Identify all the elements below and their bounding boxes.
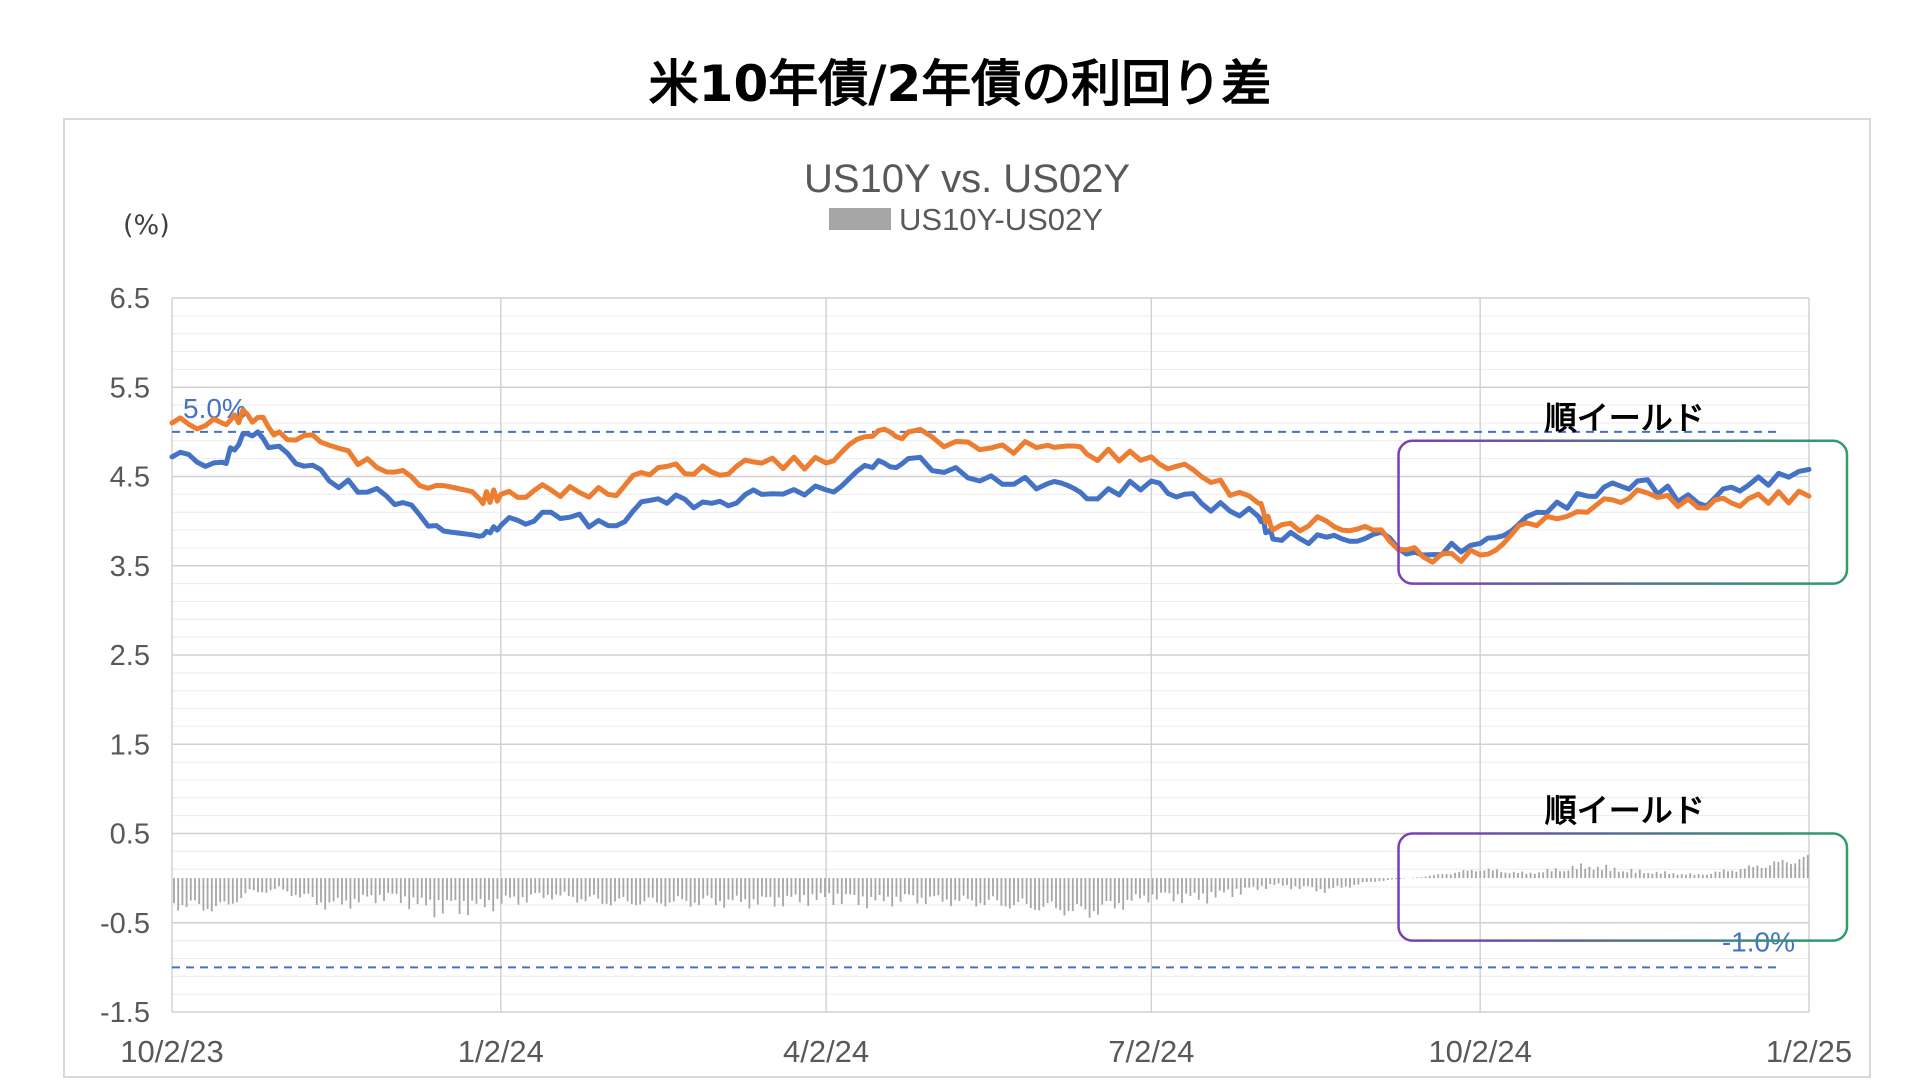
y-tick-label: 6.5 <box>110 283 150 315</box>
y-tick-label: 2.5 <box>110 640 150 672</box>
line-chart: 6.5 5.5 4.5 3.5 2.5 1.5 0.5 -0.5 -1.5 10/2/23 1/2/… <box>100 157 1852 1069</box>
x-tick-label: 1/2/24 <box>458 1034 544 1069</box>
x-tick-label: 7/2/24 <box>1108 1034 1194 1069</box>
y-axis-unit-label: (%) <box>123 210 170 241</box>
y-tick-label: 5.5 <box>110 372 150 404</box>
annotation-label: 順イールド <box>1545 792 1705 830</box>
page-title: 米10年債/2年債の利回り差 <box>648 55 1272 113</box>
annotation-box <box>1397 439 1849 585</box>
x-tick-label: 4/2/24 <box>783 1034 869 1069</box>
legend-swatch <box>829 208 891 230</box>
legend-label: US10Y-US02Y <box>899 202 1103 237</box>
chart-title: US10Y vs. US02Y <box>804 157 1130 201</box>
y-tick-label: 1.5 <box>110 729 150 761</box>
chart-area: 6.5 5.5 4.5 3.5 2.5 1.5 0.5 -0.5 -1.5 10/2/23 1/2/… <box>63 118 1871 1078</box>
y-tick-label: 3.5 <box>110 551 150 583</box>
y-tick-label: -0.5 <box>100 908 150 940</box>
series-line-us10y <box>169 429 1812 558</box>
y-tick-label: 4.5 <box>110 462 150 494</box>
annotation-label: 順イールド <box>1545 399 1705 437</box>
annotation-box <box>1397 832 1849 942</box>
series-line-us02y <box>169 407 1812 565</box>
x-tick-label: 1/2/25 <box>1766 1034 1852 1069</box>
y-tick-label: -1.5 <box>100 997 150 1029</box>
reference-line-label: -1.0% <box>1722 926 1795 957</box>
x-tick-label: 10/2/23 <box>120 1034 223 1069</box>
y-tick-label: 0.5 <box>110 819 150 851</box>
x-tick-label: 10/2/24 <box>1428 1034 1531 1069</box>
